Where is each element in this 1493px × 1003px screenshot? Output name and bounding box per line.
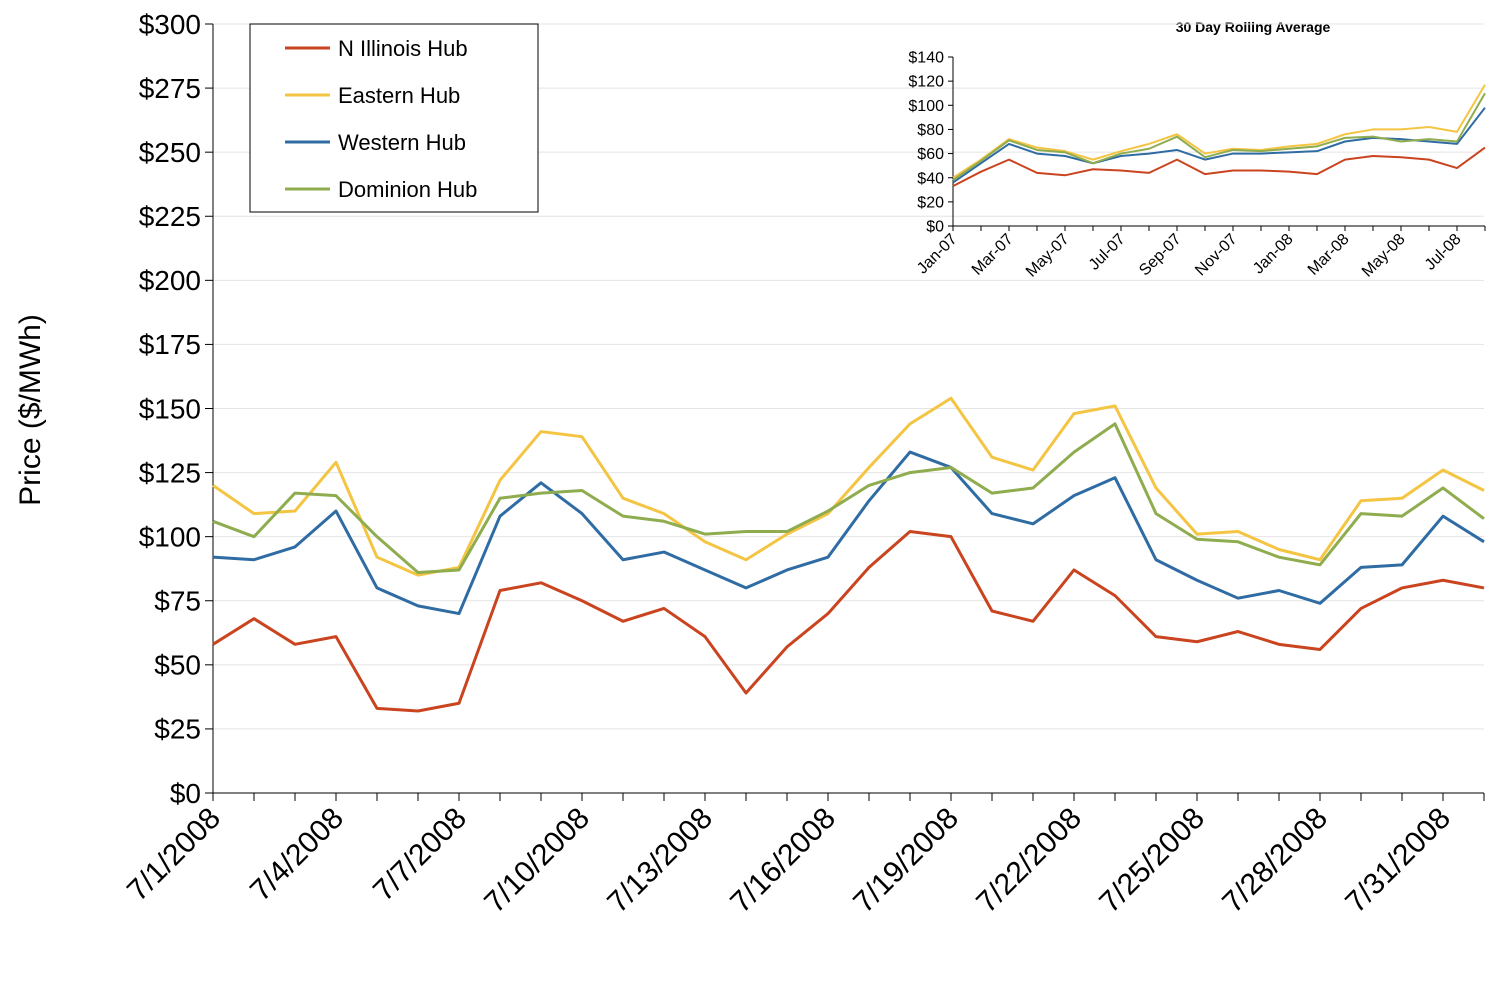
legend-label: Eastern Hub — [338, 83, 460, 108]
legend-label: N Illinois Hub — [338, 36, 468, 61]
x-tick-label: 7/10/2008 — [478, 802, 596, 920]
x-tick-label: 7/1/2008 — [121, 802, 227, 908]
legend-label: Western Hub — [338, 130, 466, 155]
y-tick-label: $0 — [926, 219, 944, 236]
legend-box — [249, 23, 539, 213]
y-tick-label: $20 — [917, 194, 944, 211]
y-tick-label: $75 — [154, 586, 201, 617]
series-line — [212, 422, 1485, 575]
series-line — [952, 84, 1486, 179]
y-tick-label: $40 — [917, 170, 944, 187]
series-line — [952, 107, 1486, 184]
y-tick-label: $100 — [908, 98, 944, 115]
inset-background — [870, 0, 1493, 342]
x-tick-label: 7/7/2008 — [367, 802, 473, 908]
series-line — [952, 146, 1486, 188]
y-tick-label: $25 — [154, 714, 201, 745]
y-tick-label: $140 — [908, 50, 944, 67]
x-tick-label: 7/25/2008 — [1093, 802, 1211, 920]
y-tick-label: $200 — [139, 265, 201, 296]
y-tick-label: $100 — [139, 521, 201, 552]
y-tick-label: $120 — [908, 74, 944, 91]
x-tick-label: 7/4/2008 — [244, 802, 350, 908]
y-tick-label: $300 — [139, 9, 201, 40]
series-line — [952, 92, 1486, 181]
y-tick-label: $0 — [170, 778, 201, 809]
y-tick-label: $60 — [917, 146, 944, 163]
y-tick-label: $80 — [917, 122, 944, 139]
y-axis-label: Price ($/MWh) — [14, 314, 47, 506]
x-tick-label: 7/19/2008 — [847, 802, 965, 920]
x-tick-label: 7/16/2008 — [724, 802, 842, 920]
y-tick-label: $250 — [139, 137, 201, 168]
x-tick-label: 7/22/2008 — [970, 802, 1088, 920]
x-tick-label: 7/31/2008 — [1339, 802, 1457, 920]
y-tick-label: $125 — [139, 457, 201, 488]
series-line — [212, 530, 1485, 713]
y-tick-label: $225 — [139, 201, 201, 232]
y-tick-label: $50 — [154, 650, 201, 681]
series-line — [212, 396, 1485, 577]
y-tick-label: $175 — [139, 329, 201, 360]
legend-label: Dominion Hub — [338, 177, 477, 202]
series-line — [212, 450, 1485, 616]
y-tick-label: $150 — [139, 393, 201, 424]
inset-title: 30 Day Rolling Average — [1176, 19, 1331, 35]
y-tick-label: $275 — [139, 73, 201, 104]
x-tick-label: 7/28/2008 — [1216, 802, 1334, 920]
x-tick-label: 7/13/2008 — [601, 802, 719, 920]
